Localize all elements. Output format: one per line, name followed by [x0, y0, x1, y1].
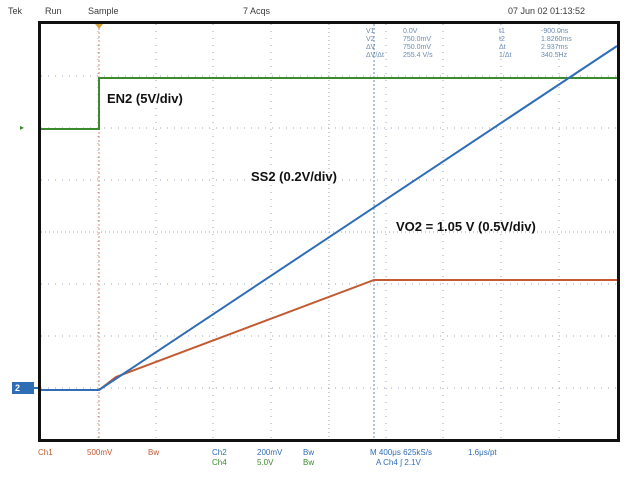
trigger-setting: A Ch4 ∫ 2.1V	[376, 458, 421, 467]
ch1-vo2-trace	[41, 279, 617, 391]
ch4-label[interactable]: Ch4	[212, 458, 227, 467]
cursor-readout-col2: 0.0V 750.0mV 750.0mV 255.4 V/s	[403, 28, 433, 59]
scope-graticule	[41, 24, 617, 439]
timebase: M 400μs 625kS/s	[370, 448, 432, 457]
ch1-label[interactable]: Ch1	[38, 448, 53, 457]
ch2-scale: 200mV	[257, 448, 283, 457]
ss2-label: SS2 (0.2V/div)	[251, 169, 337, 184]
run-state: Run	[45, 6, 62, 16]
ch2-bw: Bw	[303, 448, 315, 457]
acquisition-count: 7 Acqs	[243, 6, 271, 16]
ch4-ground-marker-icon: ▸	[20, 123, 25, 132]
acquisition-mode: Sample	[88, 6, 119, 16]
status-bar: Tek Run Sample 7 Acqs 07 Jun 02 01:13:52	[0, 0, 629, 20]
cursor-readout-col3: t1 t2 Δt 1/Δt	[499, 28, 512, 59]
ch2-label[interactable]: Ch2	[212, 448, 227, 457]
ch4-bw: Bw	[303, 458, 315, 467]
cursor-readout-col4: -900.0ns 1.8260ms 2.937ms 340.5Hz	[541, 28, 572, 59]
record-rate: 1.6μs/pt	[468, 448, 497, 457]
ch2-ss2-trace	[41, 45, 617, 391]
tek-label: Tek	[8, 6, 23, 16]
ch4-scale: 5.0V	[257, 458, 274, 467]
ch4-en2-trace	[41, 77, 617, 130]
date-time: 07 Jun 02 01:13:52	[508, 6, 586, 16]
en2-label: EN2 (5V/div)	[107, 91, 183, 106]
ch1-bw: Bw	[148, 448, 160, 457]
cursor-readout-col1: V1 V2 ΔV ΔV/Δt	[366, 28, 384, 59]
ch2-ground-marker[interactable]: 2	[12, 382, 34, 394]
scope-display[interactable]: V1 V2 ΔV ΔV/Δt 0.0V 750.0mV 750.0mV 255.4 V/s …	[38, 21, 620, 442]
scope-settings-bar: Ch1 500mV Bw Ch2 200mV Bw Ch4 5.0V Bw M …	[0, 443, 629, 477]
ch1-scale: 500mV	[87, 448, 113, 457]
vo2-label: VO2 = 1.05 V (0.5V/div)	[396, 219, 536, 234]
trigger-position-marker	[95, 24, 103, 29]
